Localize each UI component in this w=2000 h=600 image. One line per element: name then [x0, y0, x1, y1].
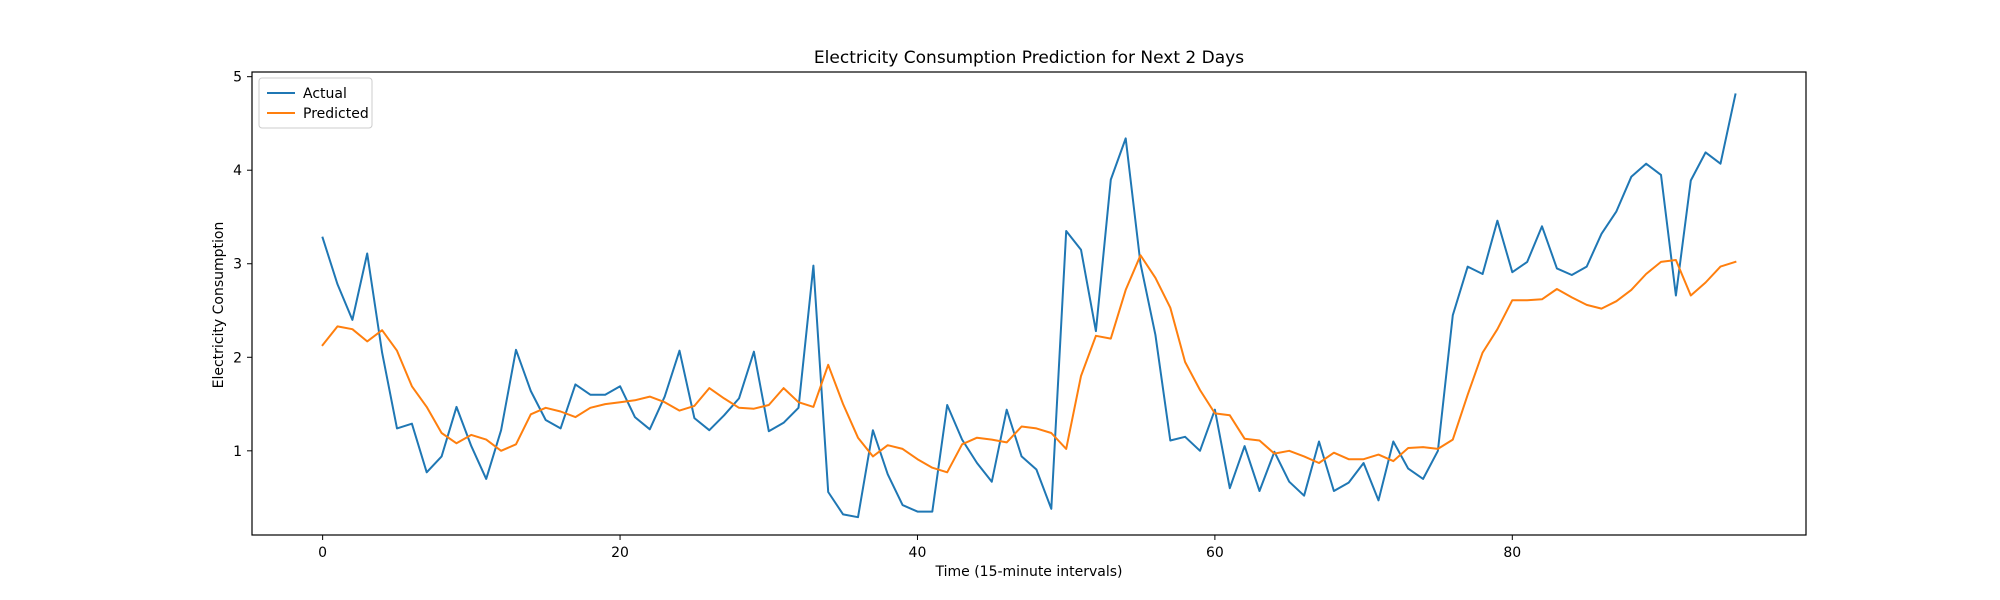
- x-axis-label: Time (15-minute intervals): [935, 564, 1123, 580]
- y-axis: 1 2 3 4 5: [233, 70, 252, 460]
- x-tick-label: 80: [1503, 545, 1521, 561]
- legend: Actual Predicted: [258, 77, 373, 129]
- y-tick-label: 5: [233, 70, 242, 86]
- x-tick-label: 40: [909, 545, 927, 561]
- plot-area: [321, 93, 1737, 519]
- legend-label-predicted: Predicted: [303, 106, 369, 122]
- x-tick-label: 60: [1206, 545, 1224, 561]
- x-tick-label: 20: [611, 545, 629, 561]
- x-tick-label: 0: [318, 545, 327, 561]
- y-tick-label: 2: [233, 350, 242, 366]
- chart-title: Electricity Consumption Prediction for N…: [814, 48, 1244, 68]
- series-line-predicted: [321, 254, 1737, 474]
- legend-box: [258, 77, 373, 129]
- y-axis-label: Electricity Consumption: [211, 222, 227, 389]
- y-tick-label: 3: [233, 257, 242, 273]
- y-tick-label: 4: [233, 163, 242, 179]
- legend-label-actual: Actual: [303, 86, 347, 102]
- series-line-actual: [321, 93, 1737, 519]
- y-tick-label: 1: [233, 444, 242, 460]
- x-axis: 0 20 40 60 80: [318, 535, 1521, 561]
- plot-frame: [251, 71, 1807, 536]
